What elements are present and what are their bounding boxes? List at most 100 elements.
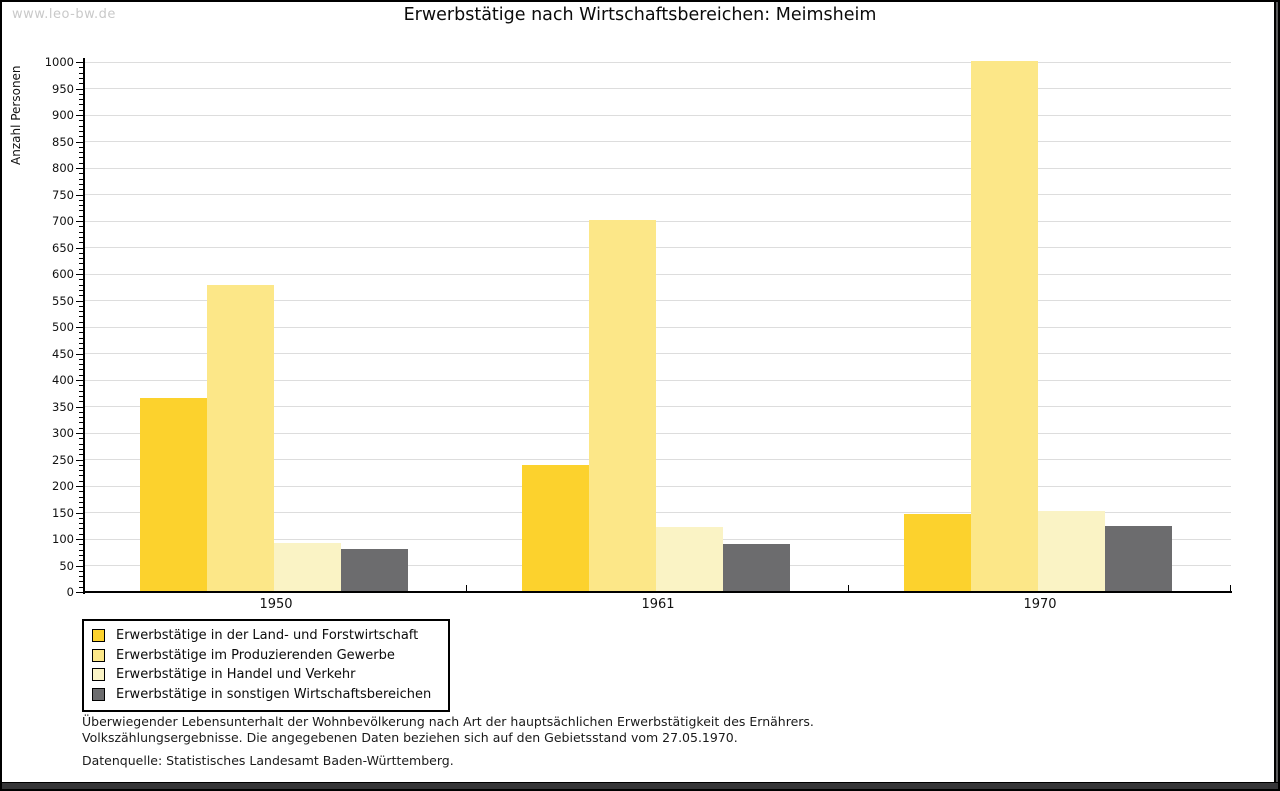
gridline-600 (85, 273, 1231, 275)
y-tick-label-350: 350 (52, 399, 74, 414)
y-minor-tick-960 (79, 83, 83, 85)
y-minor-tick-190 (79, 491, 83, 493)
legend-item-2: Erwerbstätige im Produzierenden Gewerbe (90, 646, 438, 666)
window-bottom-edge (2, 782, 1278, 789)
y-minor-tick-120 (79, 528, 83, 530)
y-major-tick-100 (76, 539, 83, 540)
y-major-tick-550 (76, 300, 83, 302)
y-minor-tick-570 (79, 289, 83, 291)
x-tick-3 (1230, 585, 1231, 591)
y-major-tick-200 (76, 486, 83, 487)
y-tick-label-1000: 1000 (44, 55, 74, 69)
y-minor-tick-380 (79, 390, 83, 392)
y-minor-tick-460 (79, 348, 83, 350)
watermark: www.leo-bw.de (12, 7, 116, 22)
y-minor-tick-990 (79, 67, 83, 69)
y-minor-tick-610 (79, 268, 83, 270)
y-tick-label-750: 750 (52, 187, 74, 202)
y-minor-tick-970 (79, 77, 83, 79)
y-major-tick-500 (76, 327, 83, 328)
y-minor-tick-810 (79, 162, 83, 164)
legend-label-3: Erwerbstätige in Handel und Verkehr (116, 667, 356, 683)
y-minor-tick-20 (79, 581, 83, 583)
y-minor-tick-230 (79, 470, 83, 472)
y-tick-label-550: 550 (52, 293, 74, 308)
y-major-tick-50 (76, 565, 83, 567)
y-minor-tick-780 (79, 178, 83, 180)
x-category-label-1970: 1970 (1023, 597, 1057, 612)
y-minor-tick-710 (79, 215, 83, 217)
y-minor-tick-240 (79, 464, 83, 466)
y-minor-tick-210 (79, 480, 83, 482)
gridline-500 (85, 326, 1231, 328)
legend-swatch-2 (92, 648, 105, 662)
y-tick-label-700: 700 (52, 214, 74, 228)
y-minor-tick-560 (79, 295, 83, 297)
y-major-tick-950 (76, 88, 83, 90)
y-tick-label-950: 950 (52, 81, 74, 96)
gridline-150 (85, 512, 1231, 513)
legend-item-1: Erwerbstätige in der Land- und Forstwirt… (90, 626, 438, 646)
y-minor-tick-440 (79, 358, 83, 360)
y-major-tick-650 (76, 247, 83, 249)
y-minor-tick-680 (79, 231, 83, 233)
y-minor-tick-390 (79, 385, 83, 387)
gridline-300 (85, 432, 1231, 434)
gridline-550 (85, 300, 1231, 301)
gridline-350 (85, 406, 1231, 407)
y-minor-tick-220 (79, 475, 83, 477)
bar-1970-series-3 (1038, 511, 1105, 591)
y-minor-tick-670 (79, 236, 83, 238)
gridline-850 (85, 141, 1231, 142)
legend-item-3: Erwerbstätige in Handel und Verkehr (90, 665, 438, 685)
gridline-1000 (85, 61, 1231, 63)
bar-1950-series-2 (207, 285, 274, 591)
y-minor-tick-320 (79, 422, 83, 424)
y-minor-tick-80 (79, 549, 83, 551)
x-tick-1 (466, 585, 467, 591)
y-minor-tick-40 (79, 570, 83, 572)
y-minor-tick-720 (79, 210, 83, 212)
y-minor-tick-490 (79, 332, 83, 334)
y-tick-label-100: 100 (52, 532, 74, 546)
y-minor-tick-60 (79, 560, 83, 562)
footnote-line: Überwiegender Lebensunterhalt der Wohnbe… (82, 714, 814, 729)
y-minor-tick-10 (79, 586, 83, 588)
y-major-tick-250 (76, 459, 83, 461)
y-minor-tick-760 (79, 189, 83, 191)
y-minor-tick-410 (79, 374, 83, 376)
y-minor-tick-740 (79, 199, 83, 201)
y-minor-tick-480 (79, 337, 83, 339)
y-minor-tick-470 (79, 342, 83, 344)
y-major-tick-1000 (76, 62, 83, 63)
gridline-400 (85, 379, 1231, 381)
bar-1961-series-1 (522, 465, 589, 591)
y-major-tick-400 (76, 380, 83, 381)
y-tick-label-0: 0 (66, 585, 74, 599)
y-minor-tick-90 (79, 544, 83, 546)
y-tick-label-200: 200 (52, 479, 74, 493)
y-minor-tick-340 (79, 411, 83, 413)
bar-1970-series-4 (1105, 526, 1172, 591)
y-major-tick-450 (76, 353, 83, 355)
data-source: Datenquelle: Statistisches Landesamt Bad… (82, 753, 454, 768)
gridline-250 (85, 459, 1231, 460)
y-major-tick-800 (76, 168, 83, 169)
bar-1970-series-1 (904, 514, 971, 591)
bar-1961-series-2 (589, 220, 656, 591)
x-category-label-1950: 1950 (259, 597, 293, 612)
y-major-tick-600 (76, 274, 83, 275)
y-major-tick-900 (76, 115, 83, 116)
y-minor-tick-860 (79, 136, 83, 138)
y-minor-tick-840 (79, 146, 83, 148)
legend-item-4: Erwerbstätige in sonstigen Wirtschaftsbe… (90, 685, 438, 705)
y-minor-tick-330 (79, 417, 83, 419)
y-minor-tick-770 (79, 183, 83, 185)
y-minor-tick-540 (79, 305, 83, 307)
y-minor-tick-870 (79, 130, 83, 132)
gridline-900 (85, 114, 1231, 116)
y-minor-tick-510 (79, 321, 83, 323)
y-minor-tick-520 (79, 316, 83, 318)
y-minor-tick-110 (79, 533, 83, 535)
legend-label-1: Erwerbstätige in der Land- und Forstwirt… (116, 628, 419, 644)
